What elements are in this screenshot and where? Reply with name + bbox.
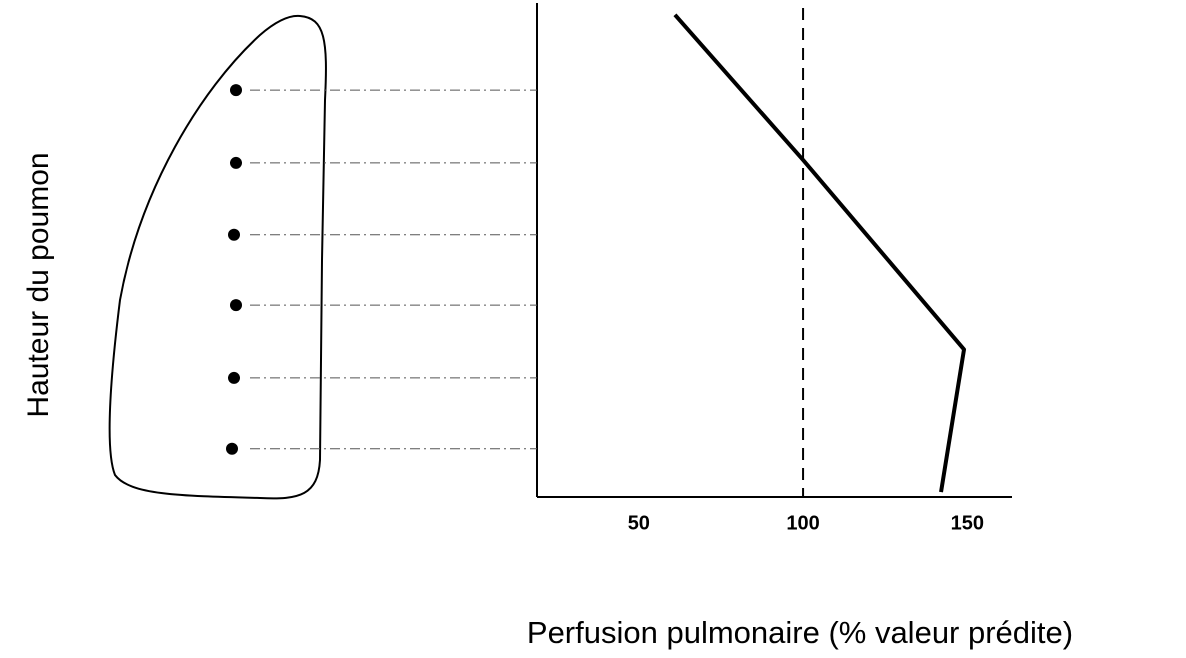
- x-tick-label: 150: [951, 512, 984, 534]
- page: Hauteur du poumon Perfusion pulmonaire (…: [0, 0, 1186, 658]
- level-dot: [230, 84, 242, 96]
- level-dot: [230, 299, 242, 311]
- x-tick-label: 100: [786, 512, 819, 534]
- level-dot: [226, 443, 238, 455]
- chart: Hauteur du poumon Perfusion pulmonaire (…: [0, 0, 1186, 658]
- data-line: [675, 15, 964, 492]
- level-dot: [230, 157, 242, 169]
- level-dot: [228, 229, 240, 241]
- y-axis-label: Hauteur du poumon: [22, 152, 55, 417]
- lung-outline: [110, 16, 326, 498]
- x-tick-label: 50: [628, 512, 650, 534]
- x-axis-label: Perfusion pulmonaire (% valeur prédite): [527, 615, 1073, 650]
- level-dot: [228, 372, 240, 384]
